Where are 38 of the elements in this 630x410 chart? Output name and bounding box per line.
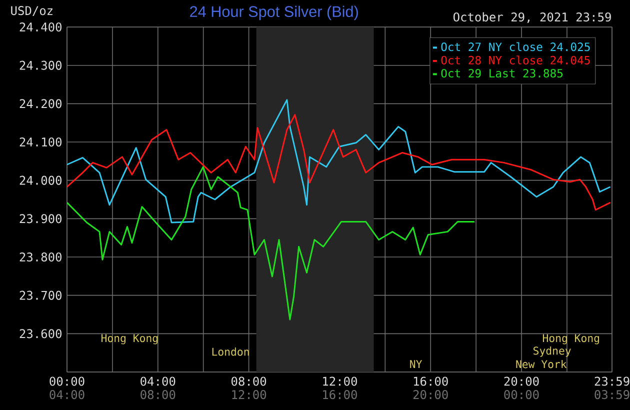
y-tick-label: 23.600: [20, 329, 62, 338]
legend-label: Oct 29 Last 23.885: [441, 68, 563, 78]
line-series: [67, 99, 612, 224]
y-axis-title: USD/oz: [11, 6, 52, 16]
x-tick-label: 08:00: [232, 376, 266, 386]
y-tick-label: 23.800: [20, 252, 62, 262]
x-tick-label: 20:00: [504, 376, 539, 386]
x2-tick-label: 20:00: [413, 390, 448, 400]
annotation: Hong Kong: [542, 334, 600, 344]
y-tick-label: 23.900: [20, 214, 62, 224]
y-tick-label: 24.100: [20, 137, 62, 147]
annotation: New York: [516, 360, 567, 368]
x-tick-label: 16:00: [414, 376, 448, 386]
x-tick-label: 12:00: [323, 376, 357, 386]
y-tick-label: 24.300: [20, 60, 62, 70]
x2-tick-label: 04:00: [50, 390, 84, 400]
annotation: NY: [410, 360, 422, 368]
x2-tick-label: 16:00: [323, 390, 357, 400]
annotation: Sydney: [534, 346, 571, 357]
x-tick-label: 23:59: [594, 376, 630, 386]
annotation: London: [212, 348, 249, 356]
y-tick-label: 24.400: [20, 22, 62, 32]
chart-title: 24 Hour Spot Silver (Bid): [190, 6, 358, 20]
y-tick-label: 24.000: [20, 176, 62, 185]
x-tick-label: 00:00: [50, 376, 84, 386]
chart-subtitle: October 29, 2021 23:59: [453, 12, 611, 24]
line-series: [67, 114, 612, 211]
x2-tick-label: 08:00: [140, 390, 176, 400]
x-tick-label: 04:00: [140, 376, 176, 386]
y-tick-label: 24.200: [20, 99, 62, 108]
annotation: Hong Kong: [101, 334, 158, 344]
x2-tick-label: 12:00: [232, 390, 266, 400]
x2-tick-label: 03:59: [594, 390, 630, 400]
line-series: [67, 166, 476, 320]
x2-tick-label: 00:00: [504, 390, 539, 400]
legend-label: Oct 28 NY close 24.045: [441, 56, 590, 64]
y-tick-label: 23.700: [20, 290, 62, 300]
legend-label: Oct 27 NY close 24.025: [441, 42, 590, 52]
